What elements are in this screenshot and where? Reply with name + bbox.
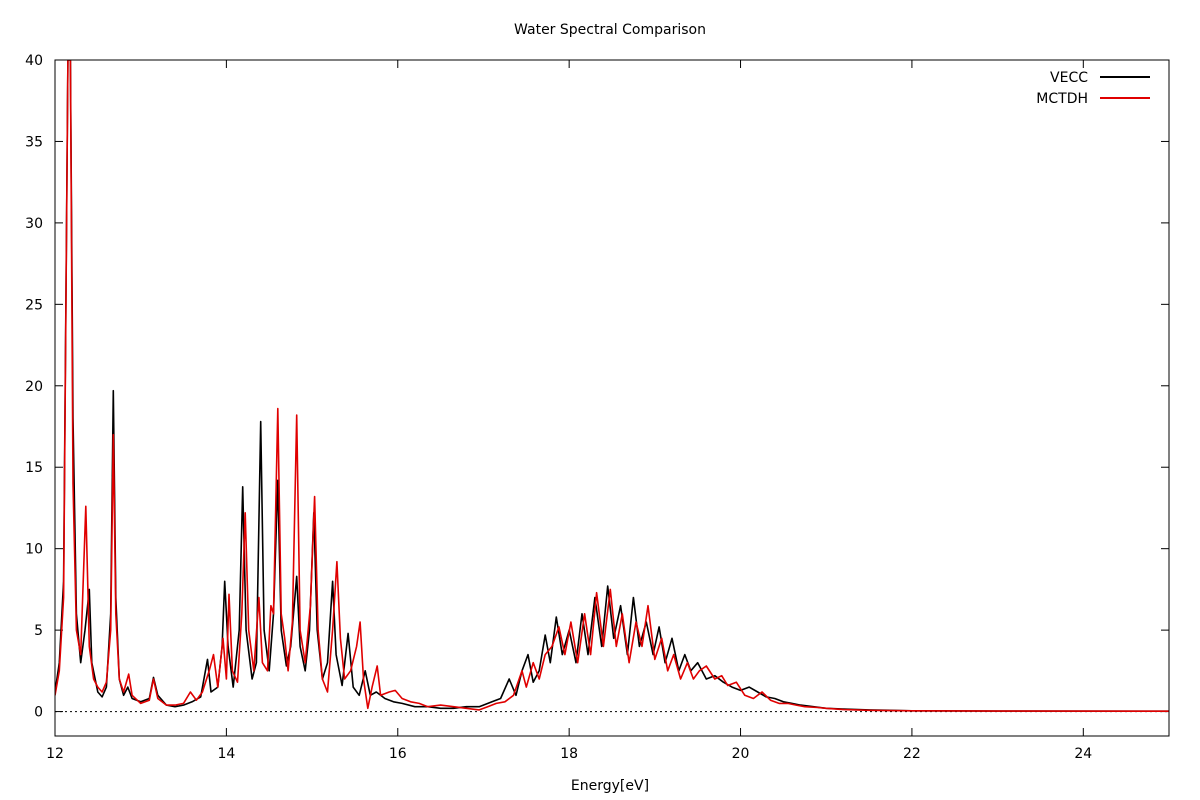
series-lines [55,60,1169,712]
y-tick-label: 35 [25,134,43,150]
legend: VECC MCTDH [1036,70,1150,107]
x-tick-label: 22 [903,746,921,762]
y-tick-label: 30 [25,216,43,232]
tick-labels: 12 14 16 18 20 22 24 0 5 10 15 20 25 30 35 40 [25,53,1092,762]
x-tick-label: 20 [732,746,750,762]
x-tick-label: 14 [217,746,235,762]
y-tick-label: 0 [34,705,43,721]
y-tick-label: 25 [25,297,43,313]
y-tick-label: 40 [25,53,43,69]
x-tick-label: 18 [560,746,578,762]
x-tick-label: 12 [46,746,64,762]
axis-ticks [54,59,1169,736]
legend-label: VECC [1050,70,1088,86]
y-tick-label: 5 [34,623,43,639]
series-line-vecc [55,60,1169,712]
chart-title: Water Spectral Comparison [514,22,706,38]
x-tick-label: 24 [1074,746,1092,762]
series-line-mctdh [55,60,1169,712]
y-tick-label: 20 [25,379,43,395]
legend-label: MCTDH [1036,91,1088,107]
plot-frame [54,59,1170,737]
x-tick-label: 16 [389,746,407,762]
x-axis-label: Energy[eV] [571,778,649,794]
y-tick-label: 10 [25,542,43,558]
y-tick-label: 15 [25,460,43,476]
